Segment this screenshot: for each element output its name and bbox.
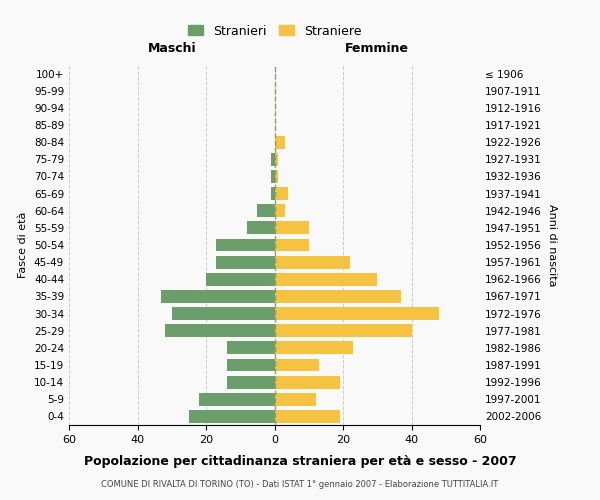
Bar [199,393,275,406]
Bar [275,342,353,354]
Bar [275,222,309,234]
Bar [172,307,275,320]
Bar [216,256,275,268]
Bar [275,393,316,406]
Text: Maschi: Maschi [148,42,196,54]
Bar [275,307,439,320]
Bar [275,170,278,183]
Bar [275,256,350,268]
Bar [275,410,340,423]
Text: Femmine: Femmine [345,42,409,54]
Bar [275,136,285,148]
Bar [275,187,288,200]
Bar [257,204,275,217]
Bar [275,358,319,372]
Text: Popolazione per cittadinanza straniera per età e sesso - 2007: Popolazione per cittadinanza straniera p… [83,455,517,468]
Text: COMUNE DI RIVALTA DI TORINO (TO) - Dati ISTAT 1° gennaio 2007 - Elaborazione TUT: COMUNE DI RIVALTA DI TORINO (TO) - Dati … [101,480,499,489]
Bar [275,273,377,285]
Bar [189,410,275,423]
Bar [227,342,275,354]
Legend: Stranieri, Straniere: Stranieri, Straniere [184,21,365,42]
Bar [227,376,275,388]
Y-axis label: Fasce di età: Fasce di età [19,212,28,278]
Bar [271,187,275,200]
Bar [275,376,340,388]
Bar [271,153,275,166]
Bar [165,324,275,337]
Bar [161,290,275,303]
Bar [275,204,285,217]
Y-axis label: Anni di nascita: Anni di nascita [547,204,557,286]
Bar [216,238,275,252]
Bar [275,324,412,337]
Bar [275,290,401,303]
Bar [275,153,278,166]
Bar [271,170,275,183]
Bar [275,238,309,252]
Bar [206,273,275,285]
Bar [247,222,275,234]
Bar [227,358,275,372]
